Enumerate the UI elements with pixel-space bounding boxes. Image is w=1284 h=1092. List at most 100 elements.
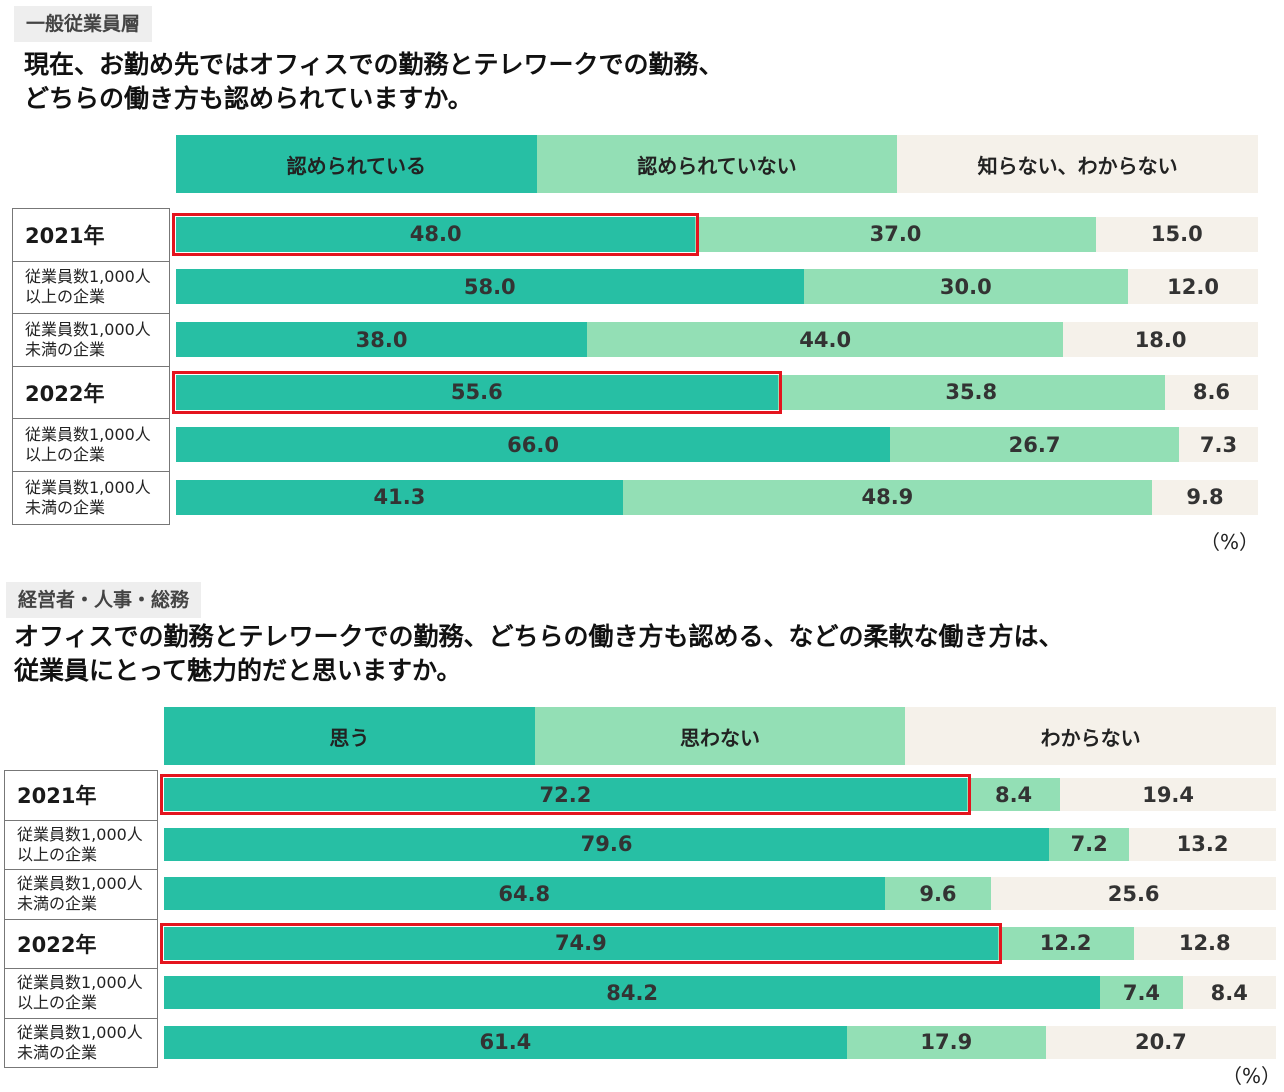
- row-label-line: 未満の企業: [25, 497, 106, 517]
- bar-segment: 58.0: [176, 269, 804, 305]
- row-label-line: 以上の企業: [17, 993, 98, 1013]
- bar-segment: 25.6: [991, 877, 1276, 911]
- year-label: 2022年: [4, 919, 158, 969]
- stacked-bar: 48.0 37.0 15.0: [176, 216, 1258, 252]
- bar-segment: 66.0: [176, 427, 891, 463]
- row-label-text: 2021年: [25, 220, 104, 250]
- row-label-line: 従業員数1,000人: [25, 477, 151, 497]
- bar-segment: 61.4: [164, 1025, 847, 1059]
- question-title-line: どちらの働き方も認められていますか。: [24, 84, 473, 113]
- row-label-line: 従業員数1,000人: [17, 973, 143, 993]
- bar-segment: 7.4: [1100, 976, 1183, 1010]
- row-label-line: 2021年: [17, 784, 97, 809]
- stacked-bar: 55.6 35.8 8.6: [176, 374, 1258, 410]
- row-label-text: 従業員数1,000人 未満の企業: [17, 874, 143, 914]
- stacked-bar: 58.0 30.0 12.0: [176, 269, 1258, 305]
- row-label-line: 以上の企業: [25, 445, 106, 465]
- bar-segment: 8.6: [1164, 374, 1258, 410]
- row-label-text: 従業員数1,000人 未満の企業: [17, 1023, 143, 1063]
- stacked-bar: 41.3 48.9 9.8: [176, 479, 1258, 515]
- row-label-line: 未満の企業: [17, 1042, 98, 1062]
- stacked-bar: 79.6 7.2 13.2: [164, 827, 1276, 861]
- bar-segment: 74.9: [164, 926, 998, 960]
- year-label: 2021年: [4, 771, 158, 821]
- row-label-text: 2022年: [17, 929, 96, 959]
- respondent-tag: 一般従業員層: [14, 6, 153, 42]
- stacked-bar: 66.0 26.7 7.3: [176, 427, 1258, 463]
- row-label-line: 2022年: [25, 381, 105, 406]
- row-label-text: 従業員数1,000人 以上の企業: [25, 425, 151, 465]
- bar-segment: 41.3: [176, 479, 623, 515]
- row-label-line: 従業員数1,000人: [25, 425, 151, 445]
- row-label-line: 以上の企業: [17, 844, 98, 864]
- company-size-label: 従業員数1,000人 未満の企業: [12, 471, 170, 525]
- row-label-text: 従業員数1,000人 未満の企業: [25, 478, 151, 518]
- bar-segment: 48.9: [622, 479, 1152, 515]
- question-title-line: 従業員にとって魅力的だと思いますか。: [14, 656, 462, 685]
- row-label-text: 従業員数1,000人 未満の企業: [25, 320, 151, 360]
- chart-section: 経営者・人事・総務オフィスでの勤務とテレワークでの勤務、どちらの働き方も認める、…: [0, 574, 1284, 1092]
- stacked-bar: 38.0 44.0 18.0: [176, 322, 1258, 357]
- question-title-line: オフィスでの勤務とテレワークでの勤務、どちらの働き方も認める、などの柔軟な働き方…: [14, 622, 1064, 651]
- row-label-line: 従業員数1,000人: [25, 319, 151, 339]
- row-label-line: 2022年: [17, 932, 97, 957]
- company-size-label: 従業員数1,000人 未満の企業: [4, 870, 158, 920]
- bar-segment: 84.2: [164, 976, 1101, 1010]
- company-size-label: 従業員数1,000人 以上の企業: [4, 820, 158, 870]
- legend-item: わからない: [905, 707, 1276, 765]
- bar-segment: 26.7: [890, 427, 1179, 463]
- question-title: 現在、お勤め先ではオフィスでの勤務とテレワークでの勤務、 どちらの働き方も認められ…: [24, 48, 724, 116]
- bar-segment: 9.8: [1151, 479, 1258, 515]
- bar-segment: 20.7: [1045, 1025, 1276, 1059]
- company-size-label: 従業員数1,000人 以上の企業: [4, 969, 158, 1019]
- chart-section: 一般従業員層現在、お勤め先ではオフィスでの勤務とテレワークでの勤務、 どちらの働き…: [12, 6, 1260, 554]
- company-size-label: 従業員数1,000人 未満の企業: [12, 314, 170, 367]
- respondent-tag: 経営者・人事・総務: [6, 582, 202, 618]
- stacked-bar: 72.2 8.4 19.4: [164, 778, 1276, 812]
- bar-segment: 72.2: [164, 778, 967, 812]
- bar-segment: 17.9: [846, 1025, 1046, 1059]
- bar-segment: 15.0: [1095, 216, 1258, 252]
- bar-segment: 19.4: [1060, 778, 1276, 812]
- bar-segment: 48.0: [176, 216, 696, 252]
- bar-segment: 7.2: [1049, 827, 1130, 861]
- row-label-line: 従業員数1,000人: [25, 267, 151, 287]
- row-label-text: 従業員数1,000人 以上の企業: [17, 973, 143, 1013]
- legend-header: 思う 思わない わからない: [164, 707, 1276, 765]
- legend-item: 思わない: [534, 707, 906, 765]
- bar-segment: 12.2: [997, 926, 1134, 960]
- row-label-text: 従業員数1,000人 以上の企業: [25, 267, 151, 307]
- bar-segment: 55.6: [176, 374, 778, 410]
- year-label: 2022年: [12, 366, 170, 420]
- stacked-bar: 64.8 9.6 25.6: [164, 877, 1276, 911]
- row-labels: 2021年 従業員数1,000人 以上の企業 従業員数1,000人 未満の企業 2022年…: [4, 770, 158, 1068]
- row-label-line: 未満の企業: [17, 894, 98, 914]
- bar-segment: 64.8: [164, 877, 885, 911]
- row-label-text: 2021年: [17, 780, 96, 810]
- bar-segment: 7.3: [1179, 427, 1258, 463]
- stacked-bar: 61.4 17.9 20.7: [164, 1025, 1276, 1059]
- bar-segment: 18.0: [1063, 322, 1258, 357]
- row-labels: 2021年 従業員数1,000人 以上の企業 従業員数1,000人 未満の企業 2022年…: [12, 208, 170, 525]
- bar-segment: 38.0: [176, 322, 588, 357]
- row-label-line: 未満の企業: [25, 339, 106, 359]
- row-label-line: 従業員数1,000人: [17, 1022, 143, 1042]
- unit-label: （%）: [1200, 530, 1260, 554]
- company-size-label: 従業員数1,000人 以上の企業: [12, 261, 170, 315]
- bar-segment: 9.6: [884, 877, 992, 911]
- company-size-label: 従業員数1,000人 未満の企業: [4, 1018, 158, 1068]
- legend-item: 知らない、わからない: [897, 135, 1258, 193]
- question-title: オフィスでの勤務とテレワークでの勤務、どちらの働き方も認める、などの柔軟な働き方…: [14, 620, 1064, 688]
- unit-label: （%）: [1222, 1064, 1282, 1088]
- bar-segment: 12.8: [1133, 926, 1276, 960]
- row-label-line: 以上の企業: [25, 287, 106, 307]
- bar-segment: 13.2: [1129, 827, 1276, 861]
- year-label: 2021年: [12, 209, 170, 262]
- row-label-text: 従業員数1,000人 以上の企業: [17, 825, 143, 865]
- row-label-line: 2021年: [25, 223, 105, 248]
- stacked-bar: 74.9 12.2 12.8: [164, 926, 1276, 960]
- bar-segment: 79.6: [164, 827, 1050, 861]
- row-label-line: 従業員数1,000人: [17, 874, 143, 894]
- bar-segment: 44.0: [587, 322, 1064, 357]
- bar-segment: 12.0: [1128, 269, 1258, 305]
